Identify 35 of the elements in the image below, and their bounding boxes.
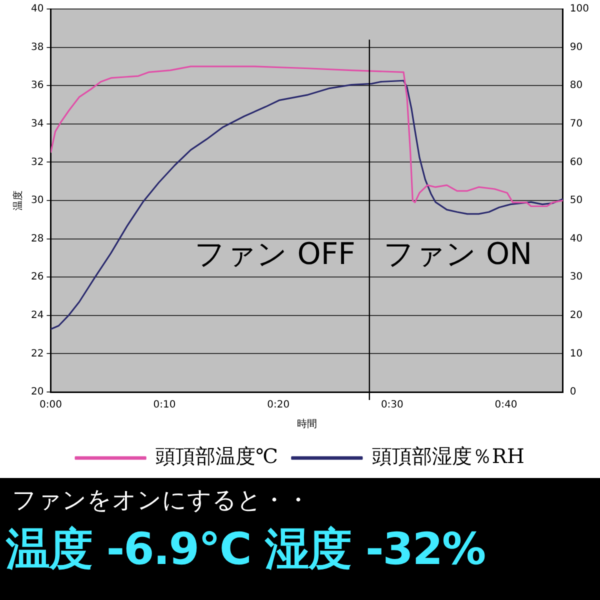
y-tick-label: 36 [30, 80, 44, 92]
x-tick-label: 0:20 [267, 400, 290, 411]
y-tick-label: 28 [30, 233, 44, 244]
x-tick-label: 0:30 [380, 400, 404, 411]
legend-label: 頭頂部温度℃ [156, 444, 278, 468]
text: 温度 -6.9°C 湿度 -32% [4, 523, 486, 577]
y-tick-label: 34 [30, 118, 44, 130]
y2-tick-label: 0 [570, 386, 576, 398]
y2-tick-label: 20 [570, 310, 583, 321]
x-axis-title: 時間 [296, 418, 317, 430]
y-tick-label: 24 [30, 310, 44, 321]
x-tick-label: 0:40 [494, 400, 518, 411]
y2-tick-label: 90 [570, 42, 583, 53]
y-tick-label: 22 [30, 348, 44, 360]
x-tick-label: 0:00 [39, 400, 62, 411]
y-tick-label: 30 [30, 195, 44, 206]
y2-tick-label: 30 [570, 272, 583, 283]
y2-tick-label: 40 [570, 233, 583, 244]
y2-tick-label: 70 [570, 118, 583, 130]
legend-label: 頭頂部湿度％RH [372, 444, 524, 468]
y2-tick-label: 100 [570, 4, 590, 15]
y-tick-label: 26 [30, 272, 44, 283]
y2-tick-label: 10 [570, 348, 583, 360]
y2-tick-label: 50 [570, 195, 583, 206]
y-tick-label: 38 [30, 42, 44, 53]
y-tick-label: 20 [30, 386, 44, 398]
x-tick-label: 0:10 [153, 400, 176, 411]
y2-tick-label: 60 [570, 156, 583, 168]
text: ファンをオンにすると・・ [11, 485, 311, 516]
y-axis-title: 温度 [12, 190, 24, 210]
y-tick-label: 32 [30, 156, 44, 168]
y2-tick-label: 80 [570, 80, 583, 92]
y-tick-label: 40 [30, 4, 44, 15]
annotation: ファン OFF [194, 236, 356, 272]
annotation: ファン ON [383, 236, 532, 272]
